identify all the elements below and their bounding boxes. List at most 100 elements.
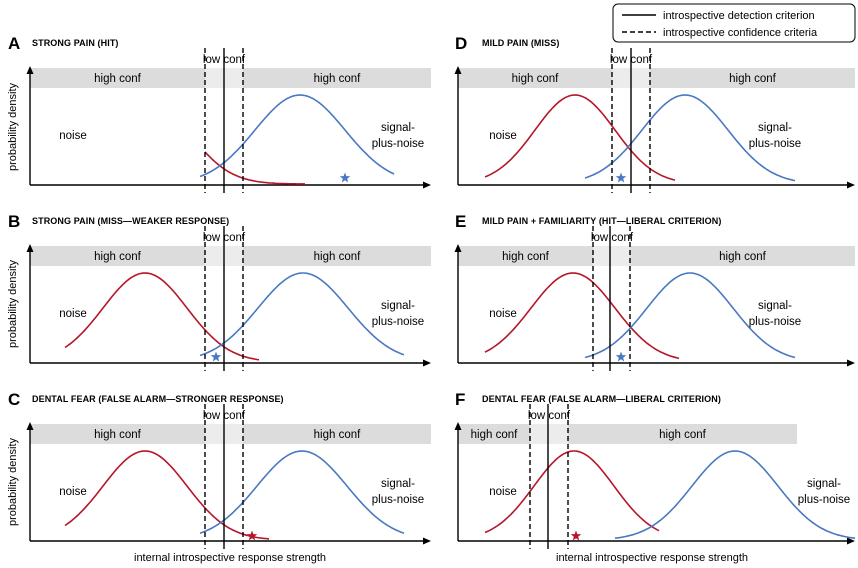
noise-distribution-curve [64, 450, 270, 540]
high-conf-label: high conf [94, 73, 141, 85]
panel-b: B STRONG PAIN (MISS—WEAKER RESPONSE) high … [8, 212, 431, 371]
low-conf-label: low conf [528, 410, 571, 422]
high-conf-label: high conf [471, 429, 518, 441]
signal-label-line2: plus-noise [749, 316, 801, 328]
signal-label-line2: plus-noise [798, 494, 850, 506]
y-axis-arrow [26, 422, 34, 430]
noise-label: noise [489, 308, 517, 320]
y-axis-arrow [26, 66, 34, 74]
signal-label-line1: signal- [758, 122, 792, 134]
noise-distribution-curve [64, 272, 260, 361]
high-conf-region [568, 424, 797, 444]
panel-letter: C [8, 390, 20, 409]
low-conf-label: low conf [591, 232, 634, 244]
noise-distribution-curve [484, 94, 676, 181]
noise-label: noise [59, 130, 87, 142]
signal-label-line1: signal- [381, 478, 415, 490]
noise-distribution-curve [484, 450, 660, 534]
x-axis-label-left: internal introspective response strength [134, 552, 326, 564]
panel-letter: A [8, 34, 20, 53]
high-conf-region [30, 246, 205, 266]
star-icon [210, 351, 222, 362]
noise-distribution-curve [204, 151, 305, 185]
signal-label-line1: signal- [381, 122, 415, 134]
x-axis-arrow [847, 181, 855, 189]
noise-label: noise [59, 486, 87, 498]
panel-letter: E [455, 212, 466, 231]
high-conf-label: high conf [729, 73, 776, 85]
panel-title: DENTAL FEAR (FALSE ALARM—LIBERAL CRITERI… [482, 394, 721, 404]
y-axis-label-c: probability density [7, 437, 19, 526]
star-icon [246, 530, 258, 541]
high-conf-region [243, 424, 431, 444]
high-conf-label: high conf [314, 73, 361, 85]
legend: introspective detection criterion intros… [612, 3, 856, 43]
high-conf-region [30, 68, 205, 88]
low-conf-region [593, 246, 630, 266]
high-conf-region [458, 68, 612, 88]
noise-label: noise [59, 308, 87, 320]
low-conf-region [530, 424, 568, 444]
noise-label: noise [489, 486, 517, 498]
signal-distribution-curve [199, 272, 405, 357]
signal-label-line2: plus-noise [372, 138, 424, 150]
high-conf-region [630, 246, 855, 266]
high-conf-region [243, 246, 431, 266]
panel-title: MILD PAIN (MISS) [482, 38, 559, 48]
y-axis-arrow [454, 66, 462, 74]
high-conf-label: high conf [512, 73, 559, 85]
high-conf-region [650, 68, 855, 88]
panels-layer: A STRONG PAIN (HIT) high conf high conf low … [8, 34, 856, 549]
high-conf-label: high conf [94, 429, 141, 441]
y-axis-arrow [454, 244, 462, 252]
panel-e: E MILD PAIN + FAMILIARITY (HIT—LIBERAL CR… [454, 212, 855, 371]
signal-distribution-curve [584, 94, 796, 182]
panel-letter: F [455, 390, 465, 409]
x-axis-arrow [847, 537, 855, 545]
panel-a: A STRONG PAIN (HIT)high conf high conflow … [8, 34, 431, 193]
signal-label-line1: signal- [758, 300, 792, 312]
high-conf-label: high conf [659, 429, 706, 441]
signal-distribution-curve [584, 272, 796, 359]
y-axis-arrow [26, 244, 34, 252]
panel-letter: D [455, 34, 467, 53]
panel-title: DENTAL FEAR (FALSE ALARM—STRONGER RESPON… [32, 394, 284, 404]
x-axis-arrow [423, 181, 431, 189]
high-conf-region [30, 424, 205, 444]
signal-label-line1: signal- [807, 478, 841, 490]
signal-distribution-curve [199, 94, 395, 178]
panel-c: C DENTAL FEAR (FALSE ALARM—STRONGER RESPO… [8, 390, 431, 549]
signal-distribution-curve [199, 450, 405, 534]
noise-distribution-curve [484, 272, 680, 360]
high-conf-label: high conf [314, 251, 361, 263]
panel-f: F DENTAL FEAR (FALSE ALARM—LIBERAL CRITER… [454, 390, 856, 549]
high-conf-label: high conf [502, 251, 549, 263]
high-conf-label: high conf [314, 429, 361, 441]
panel-title: STRONG PAIN (MISS—WEAKER RESPONSE) [32, 216, 229, 226]
high-conf-region [458, 246, 593, 266]
x-axis-arrow [423, 359, 431, 367]
high-conf-region [243, 68, 431, 88]
signal-distribution-curve [614, 450, 856, 539]
signal-label-line2: plus-noise [372, 316, 424, 328]
panel-title: STRONG PAIN (HIT) [32, 38, 119, 48]
star-icon [615, 351, 627, 362]
high-conf-label: high conf [94, 251, 141, 263]
star-icon [615, 172, 627, 183]
signal-label-line2: plus-noise [749, 138, 801, 150]
legend-dashed-label: introspective confidence criteria [663, 27, 818, 39]
noise-label: noise [489, 130, 517, 142]
panel-letter: B [8, 212, 20, 231]
panel-title: MILD PAIN + FAMILIARITY (HIT—LIBERAL CRI… [482, 216, 721, 226]
y-axis-label-a: probability density [7, 82, 19, 171]
y-axis-label-b: probability density [7, 259, 19, 348]
x-axis-arrow [423, 537, 431, 545]
star-icon [339, 172, 351, 183]
x-axis-arrow [847, 359, 855, 367]
signal-label-line2: plus-noise [372, 494, 424, 506]
x-axis-label-right: internal introspective response strength [556, 552, 748, 564]
signal-label-line1: signal- [381, 300, 415, 312]
legend-solid-label: introspective detection criterion [663, 10, 815, 22]
